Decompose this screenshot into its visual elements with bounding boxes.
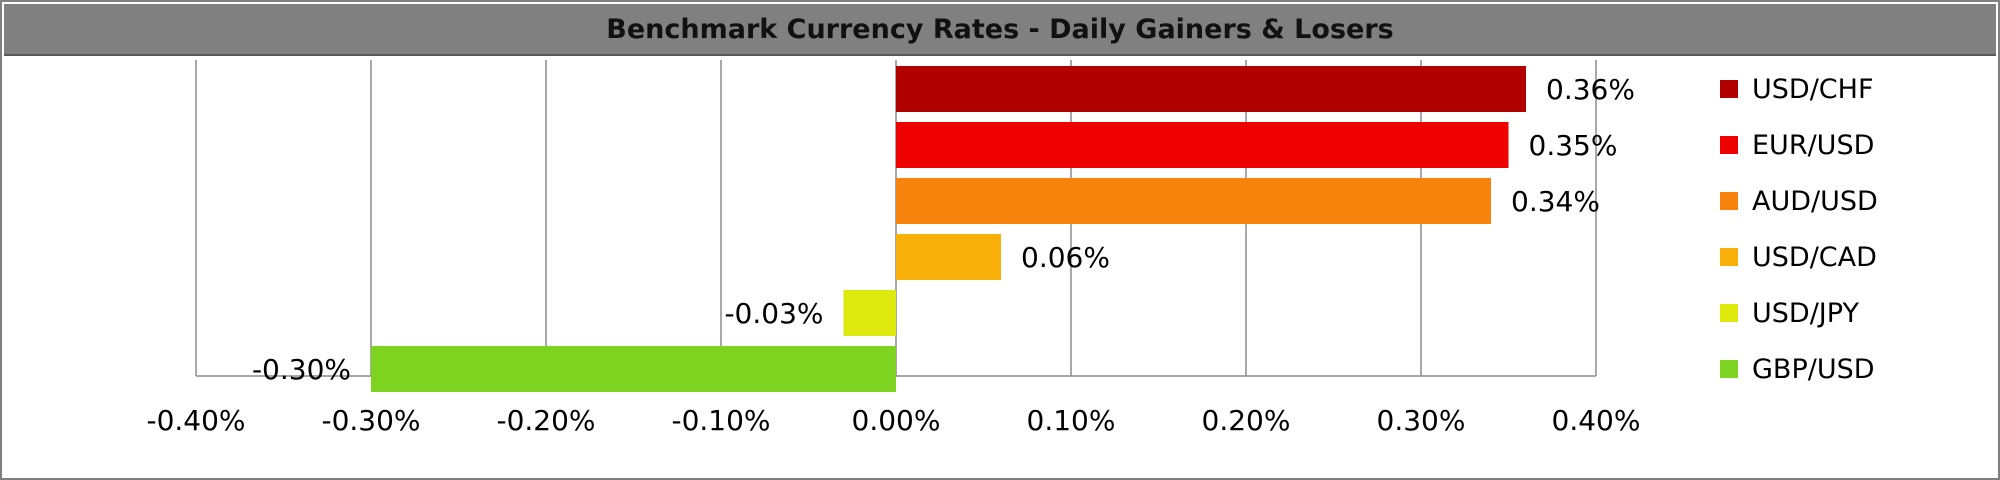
legend-swatch [1720,80,1738,98]
legend-label: USD/CHF [1752,74,1873,105]
x-tick-label: -0.20% [496,404,595,437]
data-label: -0.03% [724,297,823,330]
legend-label: GBP/USD [1752,354,1875,385]
legend-swatch [1720,136,1738,154]
data-label: 0.34% [1511,185,1600,218]
bars [371,66,1526,392]
legend-swatch [1720,248,1738,266]
x-tick-label: -0.30% [321,404,420,437]
data-labels: 0.36% 0.35% 0.34% 0.06% -0.03% -0.30% [252,73,1635,386]
legend-label: USD/CAD [1752,242,1877,273]
x-tick-label: 0.10% [1027,404,1116,437]
data-label: -0.30% [252,353,351,386]
x-tick-label: 0.20% [1202,404,1291,437]
bar-usd-chf [896,66,1526,112]
x-tick-label: -0.10% [671,404,770,437]
legend-label: EUR/USD [1752,130,1874,161]
x-tick-label: 0.40% [1552,404,1641,437]
legend-swatch [1720,304,1738,322]
data-label: 0.36% [1546,73,1635,106]
data-label: 0.06% [1021,241,1110,274]
legend-label: AUD/USD [1752,186,1878,217]
bar-gbp-usd [371,346,896,392]
x-tick-label: 0.00% [852,404,941,437]
chart-title-bar: Benchmark Currency Rates - Daily Gainers… [4,4,1996,56]
data-label: 0.35% [1529,129,1618,162]
legend-label: USD/JPY [1752,298,1859,329]
bar-usd-cad [896,234,1001,280]
legend: USD/CHF EUR/USD AUD/USD USD/CAD USD/JPY GBP/U… [1720,74,1878,385]
bar-usd-jpy [843,290,896,336]
bar-eur-usd [896,122,1509,168]
bar-aud-usd [896,178,1491,224]
x-tick-label: -0.40% [146,404,245,437]
chart-title: Benchmark Currency Rates - Daily Gainers… [606,13,1394,45]
x-axis-ticks: -0.40% -0.30% -0.20% -0.10% 0.00% 0.10% 0.20% 0… [146,404,1640,437]
legend-swatch [1720,360,1738,378]
legend-swatch [1720,192,1738,210]
x-tick-label: 0.30% [1377,404,1466,437]
